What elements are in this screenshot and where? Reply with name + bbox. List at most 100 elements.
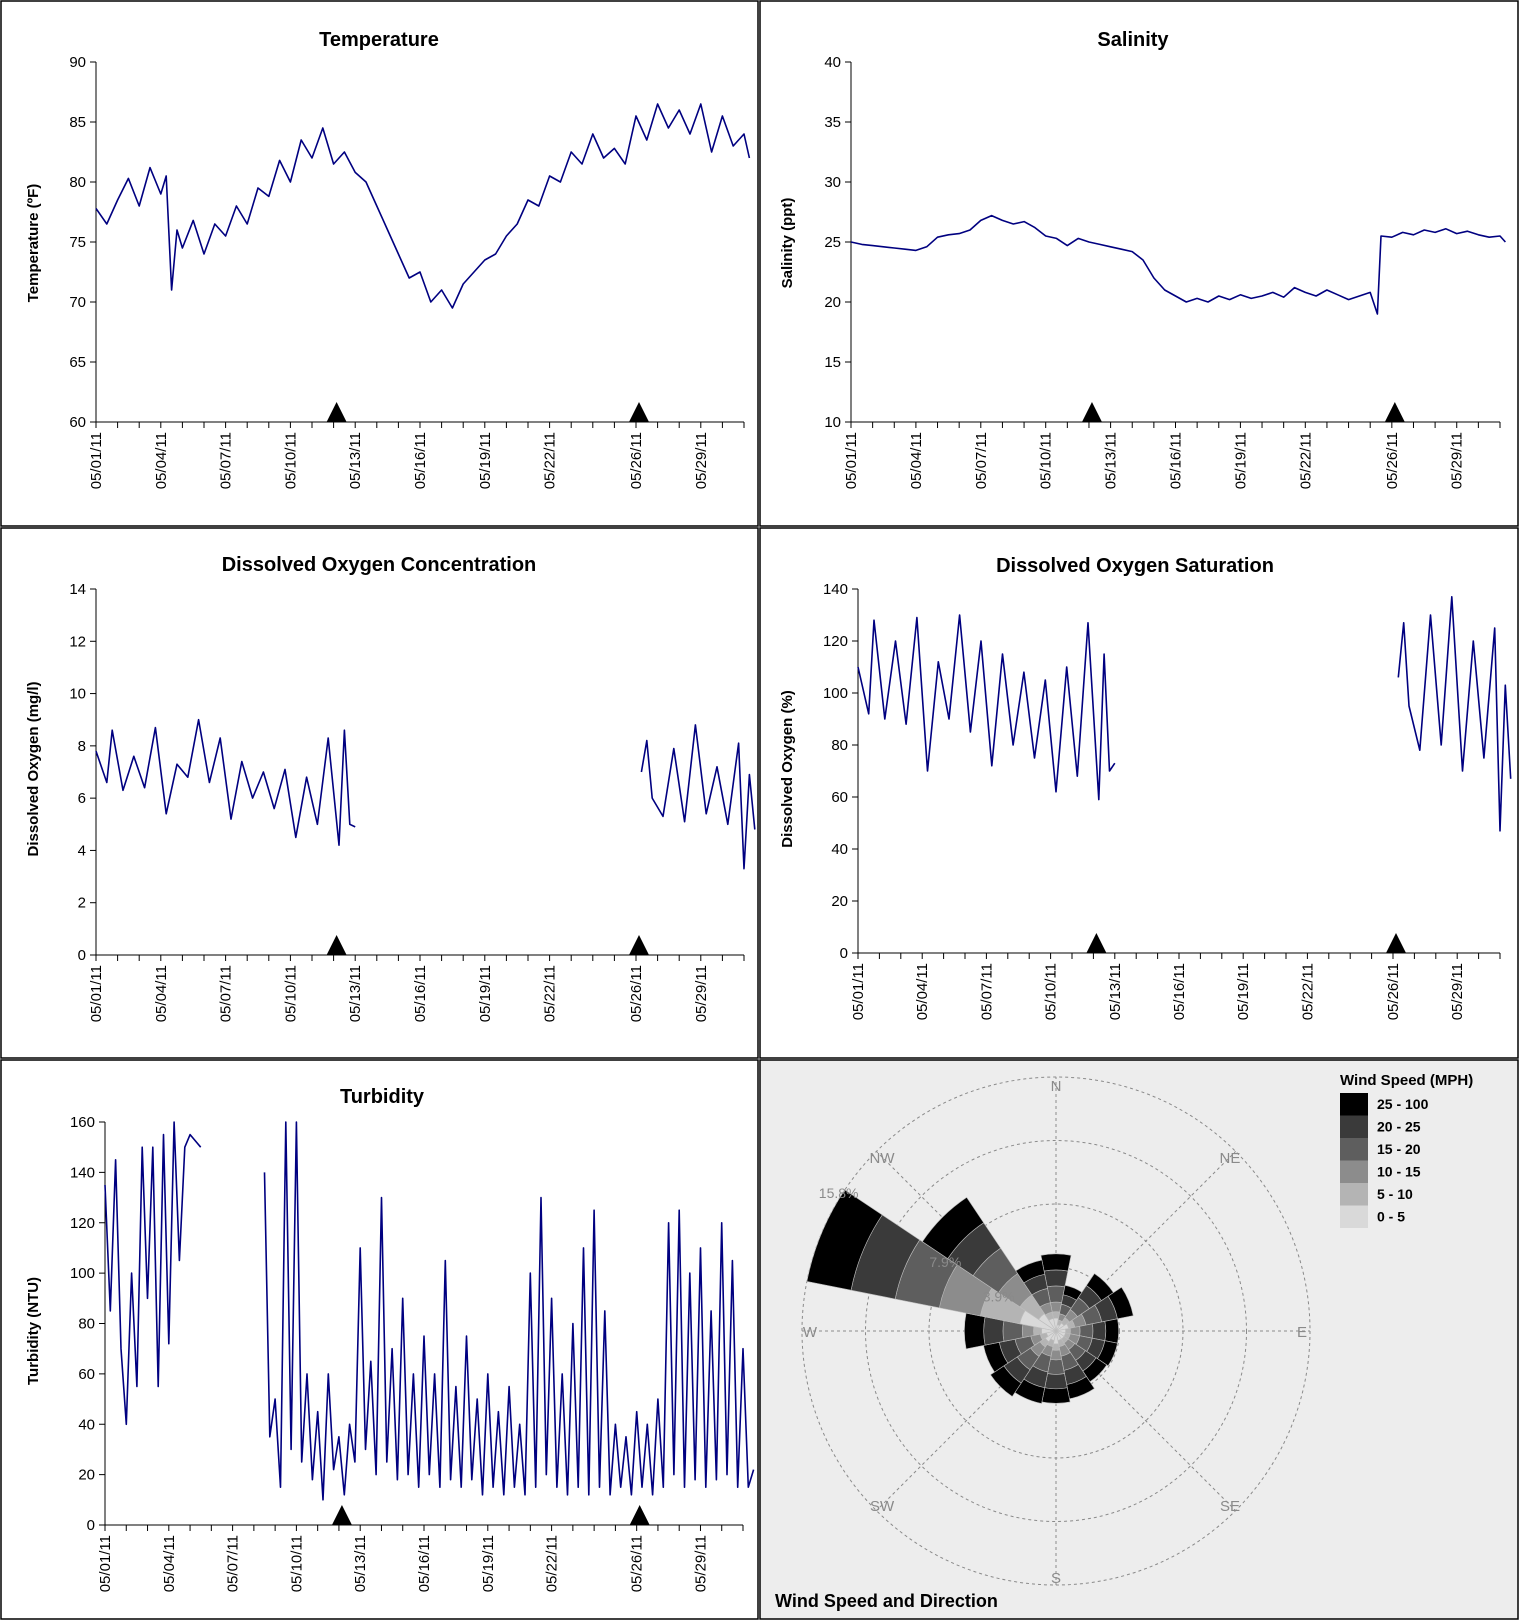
- data-series-line: [104, 1121, 202, 1426]
- wind-rose-ring-label: 7.9%: [929, 1254, 961, 1270]
- x-tick-label: 05/19/11: [1235, 963, 1252, 1020]
- x-tick-label: 05/10/11: [282, 432, 299, 489]
- compass-label: W: [803, 1324, 818, 1341]
- data-series-line: [95, 718, 356, 846]
- wind-rose: N NE E SE S SW W NW 3.9% 7.9% 15.8%: [801, 1076, 1311, 1587]
- chart-title-temperature: Temperature: [319, 29, 439, 51]
- x-tick-label: 05/16/11: [1171, 963, 1188, 1020]
- x-tick-label: 05/04/11: [908, 432, 925, 489]
- x-tick-label: 05/01/11: [88, 432, 105, 489]
- y-tick-label: 40: [831, 841, 848, 858]
- y-tick-label: 160: [70, 1114, 95, 1131]
- x-tick-label: 05/19/11: [480, 1535, 497, 1592]
- compass-label: E: [1297, 1324, 1307, 1341]
- x-tick-label: 05/29/11: [692, 1535, 709, 1592]
- wind-rose-band: [921, 1196, 985, 1260]
- plot-temperature: 60 65 70 75 80 85 90 05/01/11 05/04/11 05/07/11 05…: [69, 54, 751, 489]
- wind-rose-ring-label: 3.9%: [983, 1289, 1015, 1305]
- x-tick-label: 05/10/11: [1038, 432, 1055, 489]
- event-marker-triangle: [1384, 402, 1405, 422]
- data-series-line: [95, 103, 751, 309]
- y-tick-label: 25: [824, 234, 841, 251]
- x-tick-label: 05/22/11: [1297, 432, 1314, 489]
- data-series-line: [857, 614, 1116, 801]
- legend-label: 15 - 20: [1377, 1141, 1421, 1157]
- x-tick-label: 05/19/11: [477, 432, 494, 489]
- x-tick-label: 05/16/11: [416, 1535, 433, 1592]
- data-series-line: [640, 724, 756, 870]
- legend-swatch: [1340, 1160, 1368, 1183]
- x-tick-label: 05/26/11: [628, 965, 645, 1022]
- wind-rose-band: [990, 1365, 1022, 1397]
- y-tick-label: 60: [78, 1366, 95, 1383]
- y-tick-label: 14: [69, 581, 86, 598]
- legend-swatch: [1340, 1183, 1368, 1206]
- panel-frame-turbidity: [0, 1059, 759, 1620]
- y-tick-label: 35: [824, 114, 841, 131]
- x-tick-label: 05/29/11: [1449, 432, 1466, 489]
- wind-rose-band: [1040, 1253, 1072, 1272]
- y-tick-label: 10: [824, 414, 841, 431]
- y-tick-label: 70: [69, 294, 86, 311]
- event-marker-triangle: [1081, 402, 1102, 422]
- legend-swatch: [1340, 1205, 1368, 1228]
- x-tick-label: 05/10/11: [1043, 963, 1060, 1020]
- y-tick-label: 60: [69, 414, 86, 431]
- x-tick-label: 05/16/11: [412, 432, 429, 489]
- y-tick-label: 4: [78, 842, 86, 859]
- wind-rose-ring-label: 15.8%: [819, 1185, 859, 1201]
- x-tick-label: 05/01/11: [843, 432, 860, 489]
- x-tick-label: 05/29/11: [693, 965, 710, 1022]
- y-tick-label: 40: [824, 54, 841, 71]
- y-tick-label: 30: [824, 174, 841, 191]
- y-axis-label-salinity: Salinity (ppt): [779, 198, 796, 289]
- panel-frame-do-saturation: [759, 527, 1519, 1059]
- event-marker-triangle: [629, 1505, 650, 1525]
- y-tick-label: 85: [69, 114, 86, 131]
- y-tick-label: 40: [78, 1416, 95, 1433]
- y-tick-label: 20: [78, 1467, 95, 1484]
- compass-label: SW: [870, 1498, 895, 1515]
- wind-legend-title: Wind Speed (MPH): [1340, 1072, 1473, 1089]
- plot-salinity: 10 15 20 25 30 35 40 05/01/11 05/04/11 05/07/11 05…: [824, 54, 1506, 489]
- wind-rose-ring: [865, 1140, 1247, 1522]
- event-marker-triangle: [326, 402, 347, 422]
- y-tick-label: 20: [831, 893, 848, 910]
- x-tick-label: 05/26/11: [1384, 432, 1401, 489]
- compass-label: N: [1051, 1078, 1062, 1095]
- x-tick-label: 05/04/11: [153, 432, 170, 489]
- x-tick-label: 05/13/11: [347, 432, 364, 489]
- y-tick-label: 20: [824, 294, 841, 311]
- y-tick-label: 0: [87, 1517, 95, 1534]
- x-tick-label: 05/04/11: [914, 963, 931, 1020]
- legend-label: 10 - 15: [1377, 1164, 1421, 1180]
- wind-rose-band: [983, 1316, 1005, 1346]
- y-tick-label: 8: [78, 738, 86, 755]
- wind-rose-band: [1044, 1373, 1068, 1390]
- x-tick-label: 05/07/11: [218, 432, 235, 489]
- wind-rose-band: [1104, 1318, 1119, 1344]
- x-tick-label: 05/13/11: [347, 965, 364, 1022]
- wind-rose-band: [806, 1189, 883, 1291]
- x-tick-label: 05/29/11: [693, 432, 710, 489]
- x-tick-label: 05/07/11: [973, 432, 990, 489]
- legend-label: 25 - 100: [1377, 1096, 1429, 1112]
- chart-title-do-concentration: Dissolved Oxygen Concentration: [222, 554, 537, 576]
- x-tick-label: 05/29/11: [1449, 963, 1466, 1020]
- data-series-line: [263, 1121, 755, 1501]
- event-marker-triangle: [629, 402, 649, 422]
- y-tick-label: 0: [840, 945, 848, 962]
- chart-title-salinity: Salinity: [1097, 29, 1169, 51]
- x-tick-label: 05/22/11: [542, 432, 559, 489]
- event-marker-triangle: [326, 935, 347, 955]
- data-series-line: [850, 214, 1506, 315]
- y-tick-label: 60: [831, 789, 848, 806]
- x-tick-label: 05/22/11: [542, 965, 559, 1022]
- y-axis-label-do-concentration: Dissolved Oxygen (mg/l): [25, 681, 42, 856]
- y-tick-label: 140: [823, 581, 848, 598]
- event-marker-triangle: [1086, 933, 1107, 953]
- wind-rose-band: [1097, 1340, 1118, 1367]
- x-tick-label: 05/01/11: [850, 963, 867, 1020]
- y-tick-label: 80: [831, 737, 848, 754]
- wind-rose-band: [1015, 1259, 1046, 1284]
